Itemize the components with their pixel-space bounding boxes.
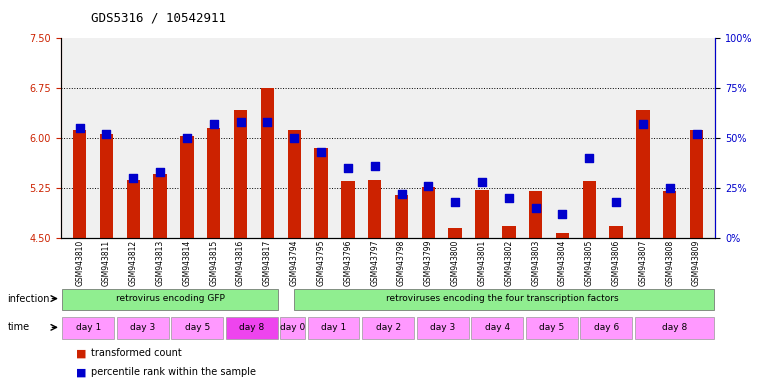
FancyBboxPatch shape: [280, 317, 305, 339]
Bar: [395, 195, 408, 238]
Text: ■: ■: [76, 367, 87, 377]
Text: day 3: day 3: [430, 323, 455, 332]
FancyBboxPatch shape: [581, 317, 632, 339]
Text: transformed count: transformed count: [91, 348, 182, 358]
Bar: [314, 148, 328, 238]
Text: day 4: day 4: [485, 323, 510, 332]
Point: [690, 131, 702, 137]
Bar: [207, 128, 221, 238]
Point: [342, 165, 354, 171]
Point: [503, 195, 515, 201]
FancyBboxPatch shape: [362, 317, 414, 339]
FancyBboxPatch shape: [294, 289, 714, 310]
Point: [583, 155, 595, 161]
Text: retroviruses encoding the four transcription factors: retroviruses encoding the four transcrip…: [387, 294, 619, 303]
Bar: [100, 134, 113, 238]
Point: [234, 119, 247, 125]
Text: retrovirus encoding GFP: retrovirus encoding GFP: [116, 294, 224, 303]
Point: [208, 121, 220, 127]
Text: ■: ■: [76, 348, 87, 358]
Bar: [556, 233, 569, 238]
Text: day 2: day 2: [375, 323, 401, 332]
Text: day 6: day 6: [594, 323, 619, 332]
FancyBboxPatch shape: [226, 317, 278, 339]
Bar: [154, 174, 167, 238]
Bar: [529, 192, 543, 238]
Bar: [636, 110, 650, 238]
FancyBboxPatch shape: [526, 317, 578, 339]
Point: [422, 183, 435, 189]
Text: day 1: day 1: [75, 323, 100, 332]
Point: [100, 131, 113, 137]
FancyBboxPatch shape: [471, 317, 523, 339]
Point: [396, 191, 408, 197]
Text: day 5: day 5: [539, 323, 565, 332]
Point: [530, 205, 542, 211]
FancyBboxPatch shape: [635, 317, 714, 339]
FancyBboxPatch shape: [62, 317, 114, 339]
Bar: [368, 179, 381, 238]
Text: day 3: day 3: [130, 323, 155, 332]
FancyBboxPatch shape: [62, 289, 278, 310]
FancyBboxPatch shape: [171, 317, 223, 339]
Point: [261, 119, 273, 125]
Point: [368, 163, 380, 169]
Text: day 0: day 0: [280, 323, 305, 332]
Bar: [126, 179, 140, 238]
Bar: [288, 130, 301, 238]
Text: time: time: [8, 322, 30, 333]
Bar: [73, 129, 86, 238]
Point: [315, 149, 327, 155]
Bar: [261, 88, 274, 238]
Point: [154, 169, 166, 175]
Bar: [180, 136, 193, 238]
Bar: [583, 181, 596, 238]
Point: [476, 179, 488, 185]
Bar: [341, 181, 355, 238]
Point: [556, 211, 568, 217]
Bar: [448, 228, 462, 238]
Point: [664, 185, 676, 191]
Text: percentile rank within the sample: percentile rank within the sample: [91, 367, 256, 377]
Text: GDS5316 / 10542911: GDS5316 / 10542911: [91, 12, 226, 25]
Bar: [476, 190, 489, 238]
Bar: [502, 226, 515, 238]
Point: [127, 175, 139, 181]
Text: day 8: day 8: [662, 323, 687, 332]
FancyBboxPatch shape: [116, 317, 169, 339]
Bar: [690, 130, 703, 238]
Point: [181, 135, 193, 141]
Point: [610, 199, 622, 205]
Bar: [234, 110, 247, 238]
Point: [74, 125, 86, 131]
Bar: [663, 192, 677, 238]
Text: infection: infection: [8, 293, 50, 304]
FancyBboxPatch shape: [307, 317, 359, 339]
Point: [637, 121, 649, 127]
Point: [449, 199, 461, 205]
Bar: [610, 226, 622, 238]
Text: day 1: day 1: [321, 323, 346, 332]
Text: day 5: day 5: [185, 323, 210, 332]
Bar: [422, 187, 435, 238]
Point: [288, 135, 301, 141]
Text: day 8: day 8: [239, 323, 264, 332]
FancyBboxPatch shape: [417, 317, 469, 339]
